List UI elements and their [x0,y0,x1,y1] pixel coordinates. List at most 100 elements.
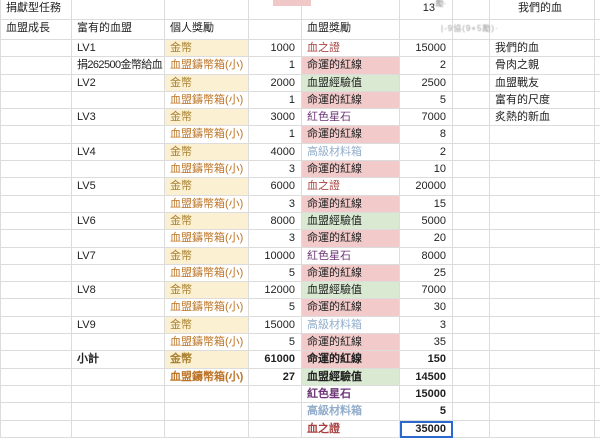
cell-H25[interactable] [490,420,595,438]
cell-E3[interactable]: 血之證 [302,40,400,58]
cell-C2[interactable]: 個人獎勵 [165,20,249,40]
cell-E21[interactable]: 命運的紅線 [302,351,400,369]
cell-A18[interactable] [0,299,72,317]
cell-F19[interactable]: 3 [400,316,453,335]
cell-D13[interactable]: 8000 [249,212,302,231]
cell-H18[interactable] [490,299,595,317]
cell-E16[interactable]: 命運的紅線 [302,264,400,283]
cell-E2[interactable]: 血盟獎勵 [302,20,400,40]
cell-G24[interactable] [453,403,490,421]
cell-B23[interactable] [72,385,165,404]
cell-G7[interactable] [453,109,490,127]
cell-C8[interactable]: 血盟鑄幣箱(小) [165,126,249,144]
cell-D7[interactable]: 3000 [249,109,302,127]
cell-G9[interactable] [453,143,490,162]
cell-G10[interactable] [453,161,490,179]
cell-H10[interactable] [490,161,595,179]
cell-I4[interactable] [595,57,600,75]
cell-C18[interactable]: 血盟鑄幣箱(小) [165,299,249,317]
cell-A6[interactable] [0,91,72,110]
cell-B1[interactable] [72,0,165,20]
cell-A24[interactable] [0,403,72,421]
cell-D3[interactable]: 1000 [249,40,302,58]
cell-F14[interactable]: 20 [400,230,453,248]
cell-A17[interactable] [0,282,72,300]
cell-G16[interactable] [453,264,490,283]
cell-F7[interactable]: 7000 [400,109,453,127]
cell-D19[interactable]: 15000 [249,316,302,335]
cell-I18[interactable] [595,299,600,317]
cell-C13[interactable]: 金幣 [165,212,249,231]
cell-I15[interactable] [595,247,600,265]
cell-I9[interactable] [595,143,600,162]
cell-D2[interactable] [249,20,302,40]
cell-B2[interactable]: 富有的血盟 [72,20,165,40]
cell-F24[interactable]: 5 [400,403,453,421]
cell-I12[interactable] [595,195,600,213]
cell-C17[interactable]: 金幣 [165,282,249,300]
cell-H17[interactable] [490,282,595,300]
cell-A8[interactable] [0,126,72,144]
cell-F8[interactable]: 8 [400,126,453,144]
cell-F2[interactable] [400,20,453,40]
cell-F16[interactable]: 25 [400,264,453,283]
cell-D9[interactable]: 4000 [249,143,302,162]
cell-E15[interactable]: 紅色星石 [302,247,400,265]
cell-G19[interactable] [453,316,490,335]
cell-A10[interactable] [0,161,72,179]
cell-B8[interactable] [72,126,165,144]
cell-E5[interactable]: 血盟經驗值 [302,74,400,92]
cell-E20[interactable]: 命運的紅線 [302,334,400,352]
cell-C9[interactable]: 金幣 [165,143,249,162]
cell-E17[interactable]: 血盟經驗值 [302,282,400,300]
cell-I11[interactable] [595,178,600,196]
cell-F18[interactable]: 30 [400,299,453,317]
cell-H8[interactable] [490,126,595,144]
cell-A2[interactable]: 血盟成長 [0,20,72,40]
cell-G13[interactable] [453,212,490,231]
cell-E1[interactable] [302,0,400,20]
cell-B20[interactable] [72,334,165,352]
cell-A19[interactable] [0,316,72,335]
cell-H24[interactable] [490,403,595,421]
cell-F9[interactable]: 2 [400,143,453,162]
cell-G4[interactable] [453,57,490,75]
cell-E12[interactable]: 命運的紅線 [302,195,400,213]
cell-G11[interactable] [453,178,490,196]
cell-I16[interactable] [595,264,600,283]
cell-I2[interactable] [595,20,600,40]
cell-G12[interactable] [453,195,490,213]
cell-G23[interactable] [453,385,490,404]
cell-H21[interactable] [490,351,595,369]
cell-A14[interactable] [0,230,72,248]
cell-C5[interactable]: 金幣 [165,74,249,92]
cell-H13[interactable] [490,212,595,231]
cell-H4[interactable]: 骨肉之親 [490,57,595,75]
cell-F4[interactable]: 2 [400,57,453,75]
cell-F25[interactable]: 35000 [400,420,453,438]
cell-B17[interactable]: LV8 [72,282,165,300]
cell-C16[interactable]: 血盟鑄幣箱(小) [165,264,249,283]
cell-I23[interactable] [595,385,600,404]
cell-H11[interactable] [490,178,595,196]
cell-E7[interactable]: 紅色星石 [302,109,400,127]
cell-A21[interactable] [0,351,72,369]
cell-I5[interactable] [595,74,600,92]
cell-G20[interactable] [453,334,490,352]
cell-A5[interactable] [0,74,72,92]
cell-G22[interactable] [453,368,490,386]
cell-E10[interactable]: 命運的紅線 [302,161,400,179]
cell-G21[interactable] [453,351,490,369]
cell-F17[interactable]: 7000 [400,282,453,300]
cell-F21[interactable]: 150 [400,351,453,369]
cell-I19[interactable] [595,316,600,335]
cell-B22[interactable] [72,368,165,386]
cell-B3[interactable]: LV1 [72,40,165,58]
cell-D5[interactable]: 2000 [249,74,302,92]
cell-D8[interactable]: 1 [249,126,302,144]
cell-H15[interactable] [490,247,595,265]
cell-I8[interactable] [595,126,600,144]
cell-A13[interactable] [0,212,72,231]
cell-G2[interactable] [453,20,490,40]
cell-I25[interactable] [595,420,600,438]
